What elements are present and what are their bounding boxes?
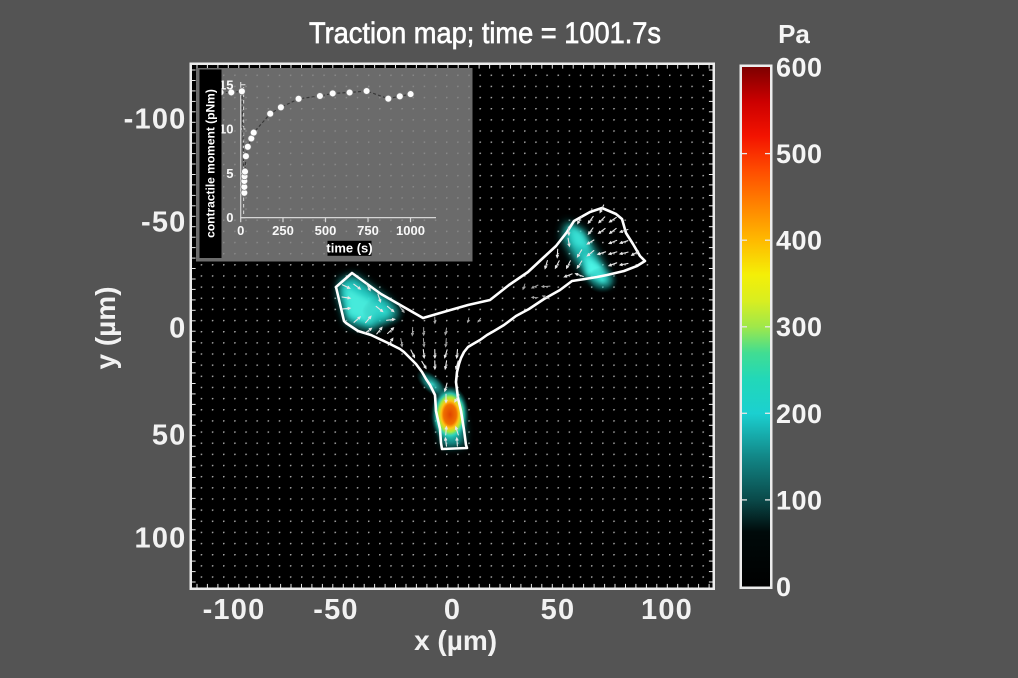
svg-text:50: 50 — [152, 420, 187, 452]
svg-text:5: 5 — [226, 166, 233, 181]
svg-text:0: 0 — [237, 223, 244, 238]
svg-text:time (s): time (s) — [326, 241, 372, 256]
svg-text:-100: -100 — [203, 594, 266, 626]
svg-text:400: 400 — [776, 226, 823, 256]
svg-text:500: 500 — [776, 139, 823, 169]
svg-text:15: 15 — [219, 77, 233, 92]
svg-text:1000: 1000 — [396, 223, 425, 238]
svg-text:500: 500 — [315, 223, 337, 238]
svg-text:100: 100 — [641, 594, 693, 626]
svg-text:100: 100 — [135, 523, 187, 555]
svg-text:Traction map; time = 1001.7s: Traction map; time = 1001.7s — [309, 17, 661, 50]
svg-text:-50: -50 — [313, 594, 359, 626]
svg-text:200: 200 — [776, 399, 823, 429]
svg-text:Pa: Pa — [778, 19, 810, 49]
svg-text:-50: -50 — [141, 207, 187, 239]
svg-text:250: 250 — [272, 223, 294, 238]
svg-text:-100: -100 — [124, 103, 187, 135]
svg-text:contractile moment (pNm): contractile moment (pNm) — [204, 89, 218, 238]
svg-text:y (µm): y (µm) — [90, 286, 121, 369]
svg-text:750: 750 — [357, 223, 379, 238]
svg-text:0: 0 — [444, 594, 461, 626]
svg-text:300: 300 — [776, 312, 823, 342]
svg-text:0: 0 — [169, 313, 186, 345]
svg-text:50: 50 — [541, 594, 576, 626]
svg-text:0: 0 — [226, 210, 233, 225]
svg-text:100: 100 — [776, 485, 823, 515]
svg-text:600: 600 — [776, 53, 823, 83]
svg-text:x (µm): x (µm) — [414, 625, 497, 656]
svg-text:10: 10 — [219, 122, 233, 137]
svg-text:0: 0 — [776, 572, 792, 602]
